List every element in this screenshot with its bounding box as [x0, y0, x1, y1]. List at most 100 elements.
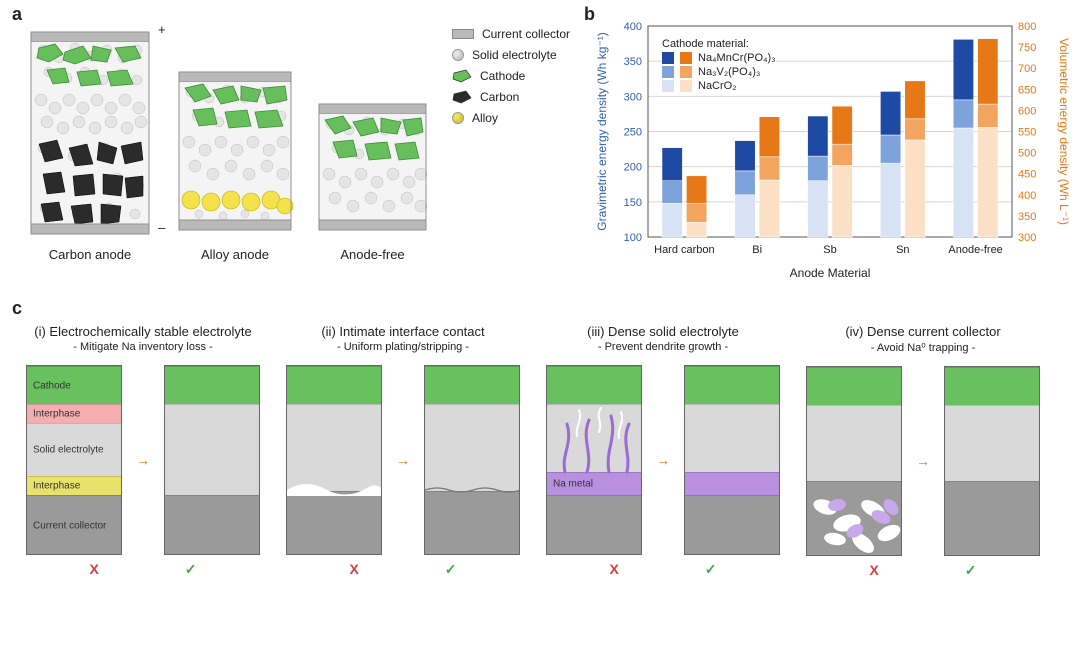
panel-c-group: (i) Electrochemically stable electrolyte… [18, 324, 268, 578]
legend-b-row: NaCrO₂ [662, 80, 776, 92]
c-arrow-icon: → [396, 452, 410, 468]
legend-a-row: Cathode [452, 68, 570, 84]
legend-b-label: Na₃V₂(PO₄)₃ [698, 66, 760, 78]
legend-a-label: Alloy [472, 111, 498, 125]
bar-vol [686, 222, 706, 237]
bar-grav [880, 163, 900, 237]
bar-grav [953, 39, 973, 99]
cell-anodefree-caption: Anode-free [310, 247, 435, 262]
legend-b-row: Na₄MnCr(PO₄)₃ [662, 52, 776, 64]
c-arrow-icon: → [656, 452, 670, 468]
c-stack [164, 365, 260, 555]
c-layer-label: Interphase [33, 409, 80, 420]
bar-vol [759, 157, 779, 180]
svg-text:100: 100 [624, 232, 642, 244]
legend-b-swatch-grav [662, 52, 674, 64]
c-group-sub: - Mitigate Na inventory loss - [18, 341, 268, 353]
c-overlay [547, 366, 642, 555]
c-diagrams: Na metal → [538, 365, 788, 555]
legend-a-swatch [452, 69, 472, 83]
c-layer: Solid electrolyte [27, 423, 121, 476]
c-layer-label: Solid electrolyte [33, 445, 104, 456]
bar-vol [686, 203, 706, 222]
bar-grav [735, 171, 755, 195]
svg-text:Sn: Sn [896, 244, 909, 256]
svg-text:500: 500 [1018, 148, 1036, 160]
legend-b-title: Cathode material: [662, 38, 776, 50]
c-stack [944, 366, 1040, 556]
mark-check-icon: ✓ [965, 562, 977, 579]
c-group-sub: - Avoid Na⁰ trapping - [798, 341, 1048, 354]
legend-a-row: Current collector [452, 26, 570, 42]
svg-text:Gravimetric energy density (Wh: Gravimetric energy density (Wh kg⁻¹) [595, 32, 609, 230]
bar-vol [686, 176, 706, 203]
legend-b-label: Na₄MnCr(PO₄)₃ [698, 52, 776, 64]
bar-vol [832, 165, 852, 237]
c-arrow-icon: → [136, 452, 150, 468]
mark-x-icon: X [349, 561, 358, 578]
c-stack: Na metal [546, 365, 642, 555]
bar-vol [759, 180, 779, 237]
legend-a-row: Alloy [452, 110, 570, 126]
svg-text:Anode Material: Anode Material [790, 266, 871, 280]
mark-check-icon: ✓ [185, 561, 197, 578]
c-stack [684, 365, 780, 555]
c-layer-label: Cathode [33, 380, 71, 391]
legend-a-label: Solid electrolyte [472, 48, 557, 62]
cell-carbon-svg [25, 28, 155, 238]
bar-grav [662, 203, 682, 237]
bar-grav [735, 141, 755, 171]
chart-b-legend: Cathode material: Na₄MnCr(PO₄)₃ Na₃V₂(PO₄)… [662, 38, 776, 92]
legend-b-swatch-vol [680, 52, 692, 64]
c-marks: X✓ [798, 562, 1048, 579]
bar-grav [808, 116, 828, 156]
mark-x-icon: X [869, 562, 878, 579]
svg-text:300: 300 [1018, 232, 1036, 244]
legend-a-label: Cathode [480, 69, 525, 83]
legend-b-row: Na₃V₂(PO₄)₃ [662, 66, 776, 78]
c-group-title: (iii) Dense solid electrolyte [538, 324, 788, 339]
c-layer: Interphase [27, 404, 121, 423]
c-layer: Cathode [27, 366, 121, 404]
legend-a-swatch [452, 90, 472, 104]
bar-grav [808, 156, 828, 181]
c-overlay [287, 366, 382, 555]
svg-text:150: 150 [624, 197, 642, 209]
svg-text:Hard carbon: Hard carbon [654, 244, 715, 256]
c-layer-label: Interphase [33, 481, 80, 492]
bar-grav [880, 91, 900, 135]
bar-vol [905, 119, 925, 140]
cell-anodefree-svg [315, 100, 430, 238]
legend-b-label: NaCrO₂ [698, 80, 737, 92]
svg-text:Sb: Sb [823, 244, 836, 256]
cell-alloy-svg [175, 68, 295, 238]
legend-a-row: Carbon [452, 89, 570, 105]
panel-b: 1001502002503003504003003504004505005506… [590, 8, 1070, 288]
c-group-title: (i) Electrochemically stable electrolyte [18, 324, 268, 339]
cell-carbon-caption: Carbon anode [20, 247, 160, 262]
legend-b-swatch-vol [680, 80, 692, 92]
legend-a-row: Solid electrolyte [452, 47, 570, 63]
legend-a-swatch [452, 49, 464, 61]
bar-vol [759, 117, 779, 157]
mark-x-icon: X [609, 561, 618, 578]
c-stack [806, 366, 902, 556]
svg-text:400: 400 [624, 21, 642, 33]
cell-anodefree: Anode-free [310, 100, 435, 262]
svg-text:800: 800 [1018, 21, 1036, 33]
c-layer-label: Current collector [33, 521, 106, 532]
c-diagrams: → [798, 366, 1048, 556]
legend-b-swatch-grav [662, 80, 674, 92]
legend-b-swatch-vol [680, 66, 692, 78]
panel-c-group: (iv) Dense current collector - Avoid Na⁰ … [798, 324, 1048, 579]
c-marks: X✓ [278, 561, 528, 578]
c-marks: X✓ [538, 561, 788, 578]
legend-a-swatch [452, 29, 474, 39]
c-group-sub: - Uniform plating/stripping - [278, 341, 528, 353]
svg-text:Anode-free: Anode-free [948, 244, 1002, 256]
c-group-title: (iv) Dense current collector [798, 324, 1048, 339]
bar-grav [735, 195, 755, 237]
c-layer [685, 495, 779, 555]
c-overlay [425, 366, 520, 555]
cell-alloy-caption: Alloy anode [170, 247, 300, 262]
